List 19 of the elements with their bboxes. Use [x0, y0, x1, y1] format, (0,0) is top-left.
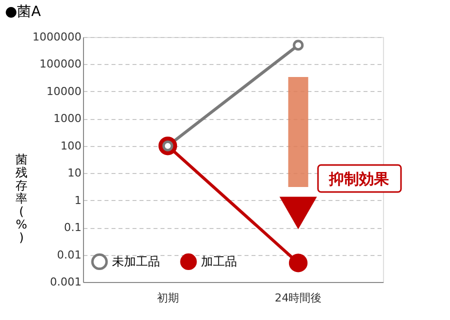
y-tick-label: 100000: [40, 58, 82, 71]
y-tick-label: 0.001: [50, 276, 82, 288]
point: [288, 254, 308, 272]
y-tick-label: 10000: [46, 84, 82, 98]
x-tick-label: 初期: [156, 292, 179, 304]
y-tick-label: 10: [68, 166, 82, 180]
x-tick-label: 24時間後: [274, 292, 322, 304]
y-tick-label: 1: [74, 194, 82, 207]
chart-title: ●菌A: [5, 4, 42, 20]
point: [292, 40, 304, 51]
legend-label: 加工品: [201, 254, 237, 269]
y-tick-label: 0.1: [64, 221, 82, 234]
y-tick-label: 0.01: [57, 248, 82, 262]
y-axis-title: 菌残存率(%): [16, 152, 28, 244]
y-tick-label: 100: [60, 139, 82, 152]
y-tick-label: 1000000: [32, 30, 82, 44]
annotation: 抑制効果: [328, 170, 390, 188]
y-tick-label: 1000: [54, 112, 82, 126]
legend-label: 未加工品: [112, 254, 160, 269]
